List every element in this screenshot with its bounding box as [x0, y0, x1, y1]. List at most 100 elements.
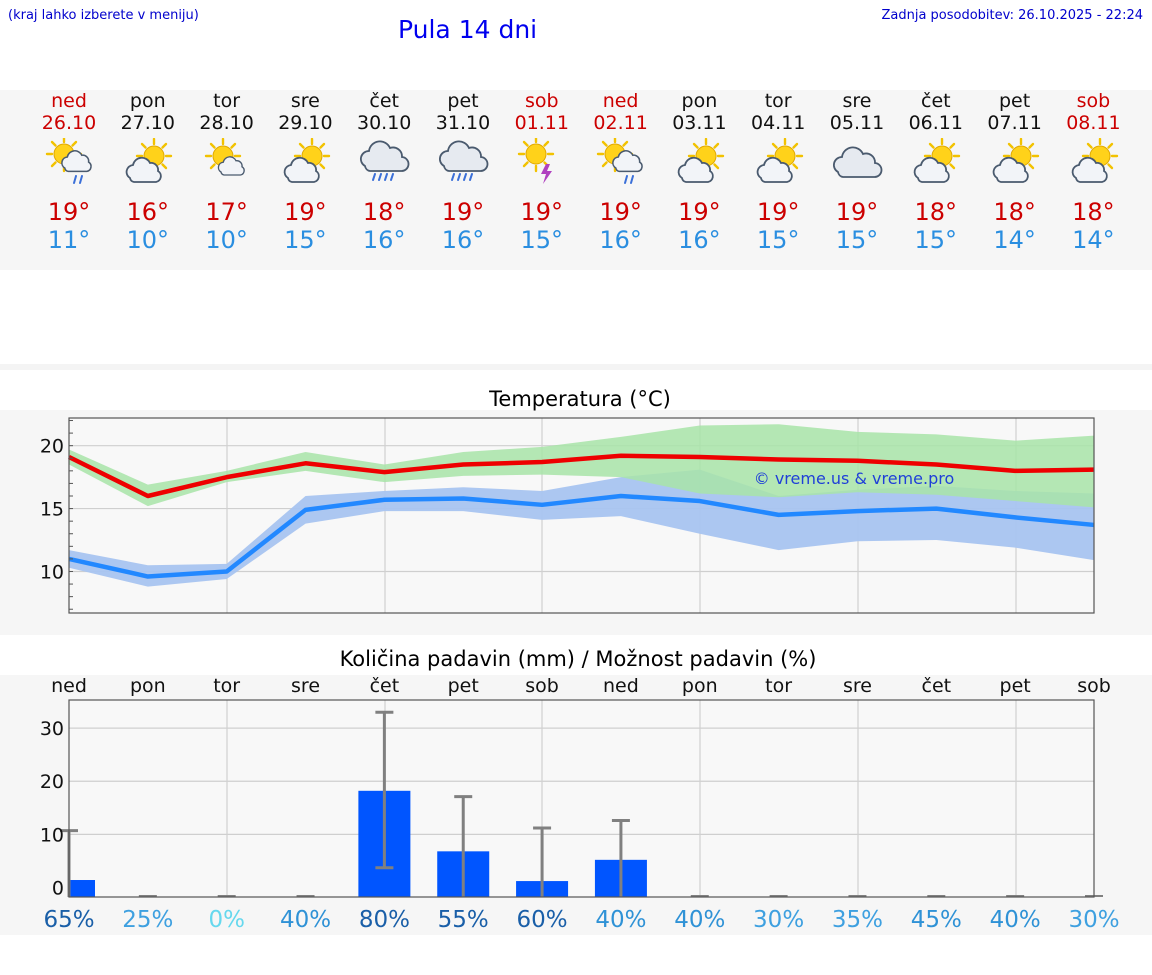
- min-temperature: 14°: [993, 226, 1036, 254]
- y-tick-label: 20: [40, 771, 64, 793]
- x-tick-label: pet: [448, 675, 479, 697]
- partly-cloudy-icon: [280, 137, 332, 190]
- day-name: sre: [290, 90, 320, 112]
- day-date: 06.11: [908, 112, 963, 134]
- precipitation-probability: 65%: [43, 907, 94, 933]
- x-tick-label: čet: [370, 675, 400, 697]
- precipitation-plot-frame: [68, 699, 1095, 898]
- divider: [0, 364, 1152, 370]
- day-name: sob: [1076, 90, 1111, 112]
- y-tick-label: 0: [52, 877, 64, 899]
- max-temperature: 19°: [599, 198, 642, 226]
- min-temperature-line: [68, 493, 1095, 579]
- day-name: pet: [998, 90, 1031, 112]
- day-date: 03.11: [672, 112, 727, 134]
- min-temperature: 10°: [126, 226, 170, 254]
- precipitation-bar: [69, 880, 95, 897]
- partly-cloudy-icon: [122, 137, 174, 190]
- min-temperature: 16°: [441, 226, 485, 254]
- partly-cloudy-icon: [753, 137, 805, 190]
- day-name: čet: [369, 90, 399, 112]
- x-tick-label: ned: [603, 675, 639, 697]
- max-temperature: 18°: [362, 198, 406, 226]
- day-name: čet: [921, 90, 951, 112]
- day-date: 28.10: [199, 112, 254, 134]
- precipitation-chart-title: Količina padavin (mm) / Možnost padavin …: [339, 647, 817, 671]
- y-tick-label: 10: [40, 561, 64, 583]
- min-temperature: 10°: [205, 226, 248, 254]
- day-date: 07.11: [987, 112, 1042, 134]
- max-temperature: 19°: [520, 198, 564, 226]
- max-temperature: 19°: [835, 198, 879, 226]
- x-tick-label: sob: [525, 675, 559, 697]
- day-date: 27.10: [120, 112, 175, 134]
- y-tick-label: 15: [40, 499, 64, 521]
- partly-cloudy-icon: [989, 137, 1041, 190]
- min-temperature: 16°: [678, 226, 721, 254]
- min-temperature: 16°: [599, 226, 642, 254]
- x-tick-label: tor: [213, 675, 240, 697]
- partly-cloudy-icon: [674, 137, 726, 190]
- precipitation-probability: 60%: [517, 907, 568, 933]
- mostly-sunny-icon: [201, 137, 253, 190]
- precipitation-probability: 30%: [1068, 907, 1119, 933]
- min-temperature: 15°: [520, 226, 564, 254]
- day-date: 04.11: [750, 112, 806, 134]
- day-name: ned: [602, 90, 639, 112]
- cloudy-icon: [832, 138, 884, 190]
- x-tick-label: čet: [922, 675, 952, 697]
- location-hint[interactable]: (kraj lahko izberete v meniju): [8, 8, 199, 23]
- max-temperature: 17°: [205, 198, 248, 226]
- precipitation-probability: 35%: [832, 907, 883, 933]
- partly-cloudy-icon: [910, 137, 962, 190]
- max-temperature: 19°: [441, 198, 485, 226]
- max-temperature: 19°: [756, 198, 800, 226]
- sun-thunder-icon: [516, 135, 568, 190]
- precipitation-probability: 45%: [911, 907, 962, 933]
- min-temperature: 14°: [1072, 226, 1115, 254]
- max-temperature: 19°: [678, 198, 721, 226]
- day-date: 02.11: [593, 112, 648, 134]
- day-name: sob: [525, 90, 559, 112]
- x-tick-label: ned: [51, 675, 87, 697]
- precipitation-probability: 40%: [595, 907, 646, 933]
- x-tick-label: pon: [130, 675, 166, 697]
- day-date: 05.11: [829, 112, 885, 134]
- min-temperature: 16°: [362, 226, 406, 254]
- x-tick-label: sre: [291, 675, 320, 697]
- min-temperature: 15°: [835, 226, 879, 254]
- max-temperature: 16°: [126, 198, 170, 226]
- min-temperature: 15°: [914, 226, 958, 254]
- max-temperature: 19°: [47, 198, 91, 226]
- temperature-chart-title: Temperatura (°C): [489, 387, 671, 411]
- day-name: pet: [447, 90, 479, 112]
- watermark: © vreme.us & vreme.pro: [754, 469, 955, 488]
- x-tick-label: tor: [765, 675, 792, 697]
- y-tick-label: 20: [40, 436, 64, 458]
- sun-cloud-rain-icon: [44, 135, 96, 190]
- max-temperature: 18°: [993, 198, 1036, 226]
- day-name: pon: [129, 90, 166, 112]
- precipitation-plot-area: [69, 700, 1094, 897]
- partly-cloudy-icon: [1068, 137, 1120, 190]
- max-temperature-range: [69, 424, 1094, 508]
- min-temperature: 11°: [47, 226, 91, 254]
- day-date: 31.10: [435, 112, 491, 134]
- day-date: 01.11: [514, 112, 569, 134]
- max-temperature: 18°: [1072, 198, 1115, 226]
- x-tick-label: pon: [682, 675, 718, 697]
- x-tick-label: sob: [1077, 675, 1111, 697]
- day-name: ned: [51, 90, 87, 112]
- day-date: 29.10: [278, 112, 333, 134]
- max-temperature: 18°: [914, 198, 958, 226]
- max-temperature: 19°: [284, 198, 327, 226]
- precipitation-probability: 55%: [438, 907, 489, 933]
- day-name: tor: [213, 90, 241, 112]
- precipitation-probability: 30%: [753, 907, 804, 933]
- day-name: pon: [681, 90, 718, 112]
- min-temperature: 15°: [284, 226, 327, 254]
- sun-cloud-rain-icon: [595, 135, 647, 190]
- day-date: 08.11: [1066, 112, 1121, 134]
- day-name: sre: [842, 90, 872, 112]
